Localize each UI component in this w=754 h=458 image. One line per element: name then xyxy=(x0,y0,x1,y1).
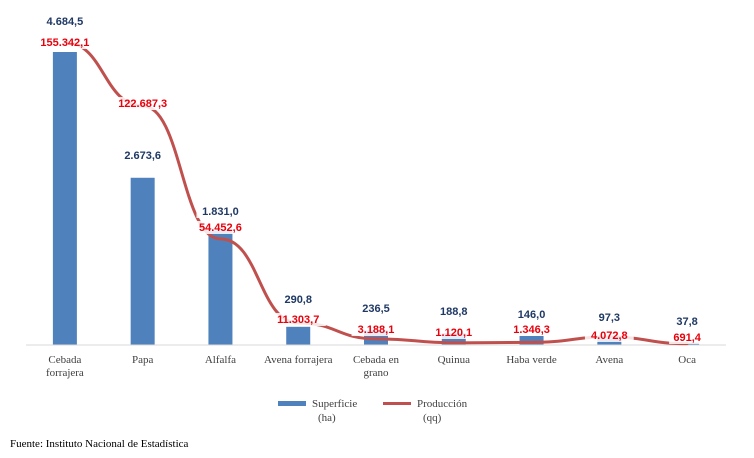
superficie-label-bg-5 xyxy=(352,302,400,315)
superficie-label-bg-9 xyxy=(663,315,712,328)
produccion-label-bg-7 xyxy=(507,323,556,336)
source-note: Fuente: Instituto Nacional de Estadístic… xyxy=(10,438,189,450)
bar-1 xyxy=(52,52,77,345)
produccion-label-9: 691,4 xyxy=(673,332,701,344)
produccion-label-bg-3 xyxy=(192,221,249,234)
superficie-label-bg-8 xyxy=(585,311,634,324)
x-tick-label-8: Avena xyxy=(595,354,623,366)
superficie-label-bg-1 xyxy=(40,15,89,28)
data-labels-group: 4.684,5 2.673,6 1.831,0 290,8 236,5 188,8 146,… xyxy=(34,15,712,344)
produccion-label-6: 1.120,1 xyxy=(435,327,472,339)
superficie-label-1: 4.684,5 xyxy=(47,16,84,28)
superficie-label-6: 188,8 xyxy=(440,306,468,318)
produccion-label-2: 122.687,3 xyxy=(118,98,167,110)
produccion-label-7: 1.346,3 xyxy=(513,324,550,336)
superficie-label-8: 97,3 xyxy=(599,312,620,324)
produccion-label-bg-2 xyxy=(111,97,174,110)
bar-6 xyxy=(441,333,466,345)
superficie-label-9: 37,8 xyxy=(676,316,697,328)
produccion-label-4: 11.303,7 xyxy=(277,314,319,326)
legend-label-produccion: Producción (qq) xyxy=(417,398,468,424)
bars-group xyxy=(52,52,700,345)
produccion-label-bg-5 xyxy=(351,323,401,336)
x-tick-label-4: Avena forrajera xyxy=(264,354,333,366)
superficie-label-bg-2 xyxy=(118,149,167,162)
bar-7 xyxy=(519,335,544,345)
superficie-label-4: 290,8 xyxy=(284,294,312,306)
x-tick-label-5: Cebada en grano xyxy=(353,354,400,379)
superficie-label-2: 2.673,6 xyxy=(124,150,161,162)
produccion-label-bg-6 xyxy=(429,326,479,339)
superficie-label-5: 236,5 xyxy=(362,303,390,315)
legend: Superficie (ha) Producción (qq) xyxy=(278,398,468,424)
superficie-label-bg-6 xyxy=(429,305,478,318)
superficie-label-bg-3 xyxy=(196,205,245,218)
x-tick-label-9: Oca xyxy=(678,354,696,366)
x-tick-labels-group: Cebada forrajera Papa Alfalfa Avena forrajer… xyxy=(46,354,696,379)
superficie-label-3: 1.831,0 xyxy=(202,206,239,218)
produccion-label-1: 155.342,1 xyxy=(40,37,89,49)
produccion-label-bg-1 xyxy=(34,36,96,49)
produccion-label-5: 3.188,1 xyxy=(358,324,395,336)
x-tick-label-1: Cebada forrajera xyxy=(46,354,84,379)
superficie-label-7: 146,0 xyxy=(518,309,546,321)
x-tick-label-6: Quinua xyxy=(438,354,471,366)
superficie-label-bg-4 xyxy=(274,293,323,306)
superficie-label-bg-7 xyxy=(507,308,556,321)
produccion-label-bg-4 xyxy=(270,313,326,326)
bar-3 xyxy=(208,230,233,345)
x-tick-label-2: Papa xyxy=(132,354,154,366)
produccion-label-bg-9 xyxy=(669,331,706,344)
bar-4 xyxy=(286,326,311,345)
bar-2 xyxy=(130,177,155,345)
legend-label-superficie: Superficie (ha) xyxy=(312,398,357,424)
legend-swatch-superficie xyxy=(278,401,306,406)
produccion-label-bg-8 xyxy=(584,329,634,342)
production-line xyxy=(63,40,689,346)
x-tick-label-3: Alfalfa xyxy=(205,354,236,366)
x-tick-label-7: Haba verde xyxy=(506,354,557,366)
line-series-group xyxy=(63,40,689,346)
produccion-label-8: 4.072,8 xyxy=(591,330,628,342)
produccion-label-3: 54.452,6 xyxy=(199,222,242,234)
